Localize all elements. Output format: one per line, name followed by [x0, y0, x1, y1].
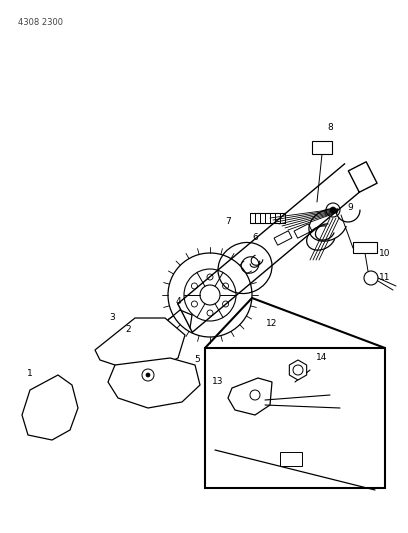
- Text: 2: 2: [125, 326, 131, 335]
- Text: 11: 11: [379, 273, 391, 282]
- Text: 10: 10: [379, 249, 391, 259]
- Text: 12: 12: [266, 319, 278, 327]
- Text: 6: 6: [252, 233, 258, 243]
- Text: 1: 1: [27, 368, 33, 377]
- Text: 3: 3: [109, 313, 115, 322]
- Polygon shape: [294, 224, 312, 238]
- Bar: [312, 141, 332, 154]
- Text: 4: 4: [175, 297, 181, 306]
- Polygon shape: [274, 231, 292, 245]
- Bar: [353, 242, 377, 253]
- Polygon shape: [228, 378, 272, 415]
- Polygon shape: [108, 358, 200, 408]
- Text: 5: 5: [194, 356, 200, 365]
- Bar: [205, 348, 385, 488]
- Text: 8: 8: [327, 124, 333, 133]
- Circle shape: [146, 373, 150, 377]
- Polygon shape: [22, 375, 78, 440]
- Text: 9: 9: [347, 204, 353, 213]
- Text: 7: 7: [225, 217, 231, 227]
- Circle shape: [330, 207, 336, 213]
- Polygon shape: [95, 318, 185, 370]
- Text: 14: 14: [316, 353, 328, 362]
- Bar: [280, 452, 302, 466]
- Text: 4308 2300: 4308 2300: [18, 18, 63, 27]
- Text: 13: 13: [212, 377, 224, 386]
- Polygon shape: [289, 360, 307, 380]
